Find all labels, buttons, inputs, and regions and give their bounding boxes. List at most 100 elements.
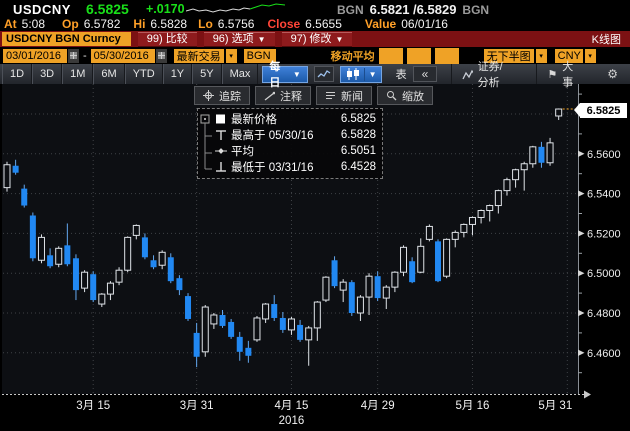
stat-value: 06/01/16 xyxy=(401,16,448,31)
svg-text:6.5600: 6.5600 xyxy=(587,149,621,161)
calendar-icon[interactable] xyxy=(68,48,79,63)
svg-text:3月 15: 3月 15 xyxy=(76,400,110,412)
security-analysis-tab[interactable]: 证券/分析 xyxy=(451,61,522,89)
stat-label: Lo xyxy=(198,16,213,31)
range-tab-max[interactable]: Max xyxy=(221,64,259,84)
legend-value: 6.5051 xyxy=(340,145,376,157)
chevron-down-icon[interactable]: ▾ xyxy=(225,48,237,63)
ma-period-input-3[interactable] xyxy=(434,47,459,64)
range-tab-3d[interactable]: 3D xyxy=(32,64,63,84)
edit-label: 97) 修改 xyxy=(290,32,332,45)
date-range-separator: - xyxy=(83,49,87,62)
events-label: 大事 xyxy=(562,61,574,89)
last-price: 6.5825 xyxy=(86,1,129,17)
last-price-marker: 6.5825 xyxy=(574,103,627,118)
ask-source: BGN xyxy=(462,3,490,17)
legend-row-low[interactable]: 最低于 03/31/16 6.4528 xyxy=(214,159,376,175)
ma-period-input-1[interactable] xyxy=(378,47,403,64)
legend-tree-icon xyxy=(200,114,212,170)
track-button[interactable]: 追踪 xyxy=(194,86,250,105)
svg-text:6.5000: 6.5000 xyxy=(587,268,621,280)
legend-row-average[interactable]: 平均 6.5051 xyxy=(214,143,376,159)
news-button[interactable]: 新闻 xyxy=(316,86,372,105)
svg-text:5月 31: 5月 31 xyxy=(538,400,572,412)
end-date-field[interactable]: 05/30/2016 xyxy=(90,48,155,63)
price-type-dropdown[interactable]: 最新交易 xyxy=(173,48,224,63)
low-marker-icon xyxy=(216,162,226,172)
svg-text:6.5400: 6.5400 xyxy=(587,189,621,201)
chevron-down-icon[interactable]: ▼ xyxy=(368,69,377,79)
legend-value: 6.5825 xyxy=(340,113,376,125)
range-tab-1y[interactable]: 1Y xyxy=(162,64,193,84)
flag-icon: ⚑ xyxy=(547,68,558,81)
range-tab-5y[interactable]: 5Y xyxy=(192,64,222,84)
news-label: 新闻 xyxy=(341,90,363,103)
calendar-icon[interactable] xyxy=(155,48,167,63)
compare-button[interactable]: 99) 比较 xyxy=(137,31,197,47)
svg-text:3月 31: 3月 31 xyxy=(180,400,214,412)
annotate-button[interactable]: 注释 xyxy=(255,86,311,105)
line-chart-icon xyxy=(317,70,331,78)
legend-label: 最高于 05/30/16 xyxy=(231,130,314,142)
intraday-sparkline xyxy=(186,3,286,13)
table-view-button[interactable]: 表 xyxy=(395,69,407,81)
range-tab-ytd[interactable]: YTD xyxy=(124,64,163,84)
moving-average-label: 移动平均 xyxy=(330,50,375,63)
chart-controls-bar: 1D 3D 1M 6M YTD 1Y 5Y Max 每日 ▼ ▼ 表 « 证券/… xyxy=(0,61,630,89)
edit-menu-button[interactable]: 97) 修改 ▼ xyxy=(281,31,353,47)
average-marker-icon xyxy=(215,148,227,154)
range-tab-1m[interactable]: 1M xyxy=(62,64,94,84)
currency-dropdown[interactable]: CNY xyxy=(554,48,583,63)
chevron-down-icon[interactable]: ▾ xyxy=(535,48,547,63)
track-label: 追踪 xyxy=(219,90,241,103)
options-menu-button[interactable]: 96) 选项 ▼ xyxy=(203,31,275,47)
high-marker-icon xyxy=(216,130,226,140)
chevron-down-icon: ▼ xyxy=(335,34,344,44)
price-change: +.0170 xyxy=(146,2,185,16)
annotate-label: 注释 xyxy=(280,90,302,103)
legend-row-high[interactable]: 最高于 05/30/16 6.5828 xyxy=(214,127,376,143)
magnifier-icon xyxy=(387,91,397,101)
svg-text:4月 29: 4月 29 xyxy=(361,400,395,412)
legend-row-latest[interactable]: 最新价格 6.5825 xyxy=(214,111,376,127)
source-field[interactable]: BGN xyxy=(243,48,276,63)
range-tab-1d[interactable]: 1D xyxy=(2,64,33,84)
series-swatch-icon xyxy=(216,114,225,124)
quote-header: USDCNY 6.5825 +.0170 BGN 6.5821 /6.5829 … xyxy=(0,0,630,31)
candlestick-icon xyxy=(341,68,364,80)
frequency-label: 每日 xyxy=(269,61,281,89)
collapse-panel-button[interactable]: « xyxy=(412,66,438,82)
svg-text:6.5200: 6.5200 xyxy=(587,228,621,240)
ma-period-input-2[interactable] xyxy=(406,47,431,64)
events-tab[interactable]: ⚑ 大事 xyxy=(536,61,585,89)
stat-label: At xyxy=(4,16,17,31)
news-list-icon xyxy=(326,92,335,99)
legend-label: 最低于 03/31/16 xyxy=(231,162,314,174)
start-date-field[interactable]: 03/01/2016 xyxy=(3,48,67,63)
security-symbol: USDCNY xyxy=(13,2,71,17)
range-tab-6m[interactable]: 6M xyxy=(93,64,125,84)
zoom-button[interactable]: 缩放 xyxy=(377,86,433,105)
security-field[interactable]: USDCNY BGN Curncy xyxy=(2,32,131,46)
chart-legend: 最新价格 6.5825 最高于 05/30/16 6.5828 平均 6.505… xyxy=(197,108,383,179)
options-label: 96) 选项 xyxy=(212,32,254,45)
stat-value: 6.5782 xyxy=(83,16,121,31)
chevron-down-icon[interactable]: ▾ xyxy=(584,48,596,63)
stat-value: 6.5828 xyxy=(150,16,188,31)
gear-icon[interactable]: ⚙ xyxy=(607,67,618,81)
candle-chart-button[interactable]: ▼ xyxy=(339,65,382,83)
chart-settings-bar: 03/01/2016 - 05/30/2016 最新交易 ▾ BGN 移动平均 … xyxy=(0,47,630,64)
compare-label: 99) 比较 xyxy=(146,32,188,45)
svg-text:6.4800: 6.4800 xyxy=(587,308,621,320)
legend-label: 最新价格 xyxy=(231,114,277,126)
svg-text:2016: 2016 xyxy=(279,415,305,427)
lower-panel-dropdown[interactable]: 无下半图 xyxy=(483,48,534,63)
svg-text:4月 15: 4月 15 xyxy=(275,400,309,412)
frequency-dropdown[interactable]: 每日 ▼ xyxy=(262,61,308,89)
legend-value: 6.4528 xyxy=(340,161,376,173)
stat-value: 6.5655 xyxy=(305,16,342,31)
legend-label: 平均 xyxy=(231,146,254,158)
line-chart-button[interactable] xyxy=(313,66,334,82)
chevron-down-icon: ▼ xyxy=(292,69,301,79)
